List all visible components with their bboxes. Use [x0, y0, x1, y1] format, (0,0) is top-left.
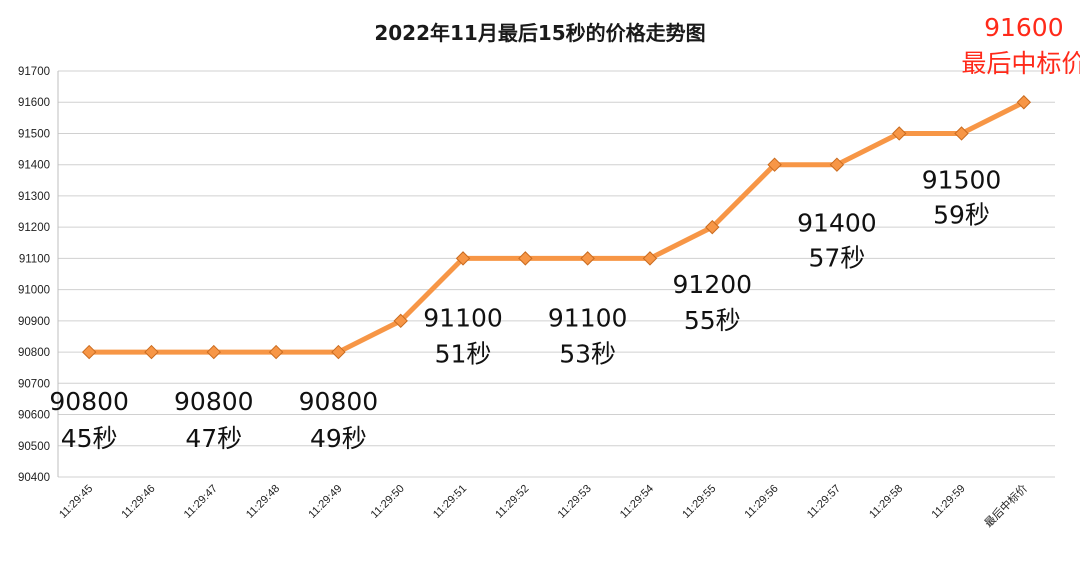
- annotation-second: 最后中标价: [961, 49, 1080, 78]
- data-point-marker: [705, 219, 720, 235]
- data-point-marker: [268, 344, 284, 360]
- price-series: [86, 99, 1027, 355]
- annotation-second: 55秒: [684, 306, 741, 335]
- data-point-marker: [455, 251, 471, 266]
- y-tick-label: 90400: [18, 472, 50, 484]
- annotation-price: 91100: [548, 303, 628, 332]
- data-point-marker: [206, 344, 221, 360]
- annotation-price: 90800: [174, 387, 254, 416]
- y-tick-label: 91300: [18, 191, 50, 203]
- data-point-marker: [954, 126, 969, 141]
- annotation-second: 51秒: [435, 339, 492, 368]
- y-tick-label: 90800: [18, 347, 50, 359]
- data-point-marker: [829, 157, 845, 172]
- data-markers: [81, 95, 1032, 360]
- y-tick-label: 91100: [19, 253, 50, 265]
- y-tick-label: 90600: [18, 410, 50, 422]
- data-point-marker: [518, 251, 533, 266]
- price-line: [86, 99, 1027, 355]
- data-point-marker: [580, 251, 595, 266]
- data-point-marker: [1016, 95, 1032, 110]
- data-point-marker: [892, 126, 907, 141]
- annotation-second: 49秒: [310, 424, 367, 453]
- annotation-second: 59秒: [933, 200, 990, 229]
- annotation-price: 91200: [673, 270, 753, 299]
- annotation-second: 45秒: [61, 424, 118, 453]
- data-point-marker: [642, 251, 658, 266]
- y-tick-label: 90900: [18, 316, 50, 328]
- annotation-second: 57秒: [809, 244, 866, 273]
- y-tick-label: 91600: [18, 97, 50, 109]
- y-tick-label: 91500: [18, 128, 50, 140]
- y-tick-label: 91000: [18, 285, 50, 297]
- y-tick-label: 90500: [18, 441, 50, 453]
- data-point-marker: [81, 344, 97, 360]
- annotation-price: 90800: [299, 387, 379, 416]
- annotation-second: 53秒: [559, 339, 616, 368]
- data-point-marker: [144, 344, 159, 360]
- annotation-price: 90800: [49, 387, 129, 416]
- y-tick-label: 90700: [18, 378, 50, 390]
- y-tick-label: 91700: [18, 66, 50, 78]
- data-point-marker: [393, 313, 408, 329]
- y-tick-label: 91200: [18, 222, 50, 234]
- annotation-price: 91500: [922, 165, 1002, 194]
- data-point-marker: [767, 157, 782, 172]
- chart-title: 2022年11月最后15秒的价格走势图: [374, 21, 705, 45]
- annotation-price: 91600: [984, 13, 1064, 42]
- annotation-price: 91400: [797, 209, 877, 238]
- y-tick-label: 91400: [18, 160, 50, 172]
- data-point-marker: [331, 344, 346, 360]
- annotation-second: 47秒: [185, 424, 242, 453]
- annotation-price: 91100: [423, 303, 503, 332]
- gridlines: [57, 70, 1055, 478]
- y-axis-ticks: 90400 90500 90600 90700 90800 90900 91000 91100…: [18, 66, 50, 484]
- data-annotations: 90800 45秒 90800 47秒 90800 49秒 91100 51秒 91100 53秒…: [49, 13, 1080, 453]
